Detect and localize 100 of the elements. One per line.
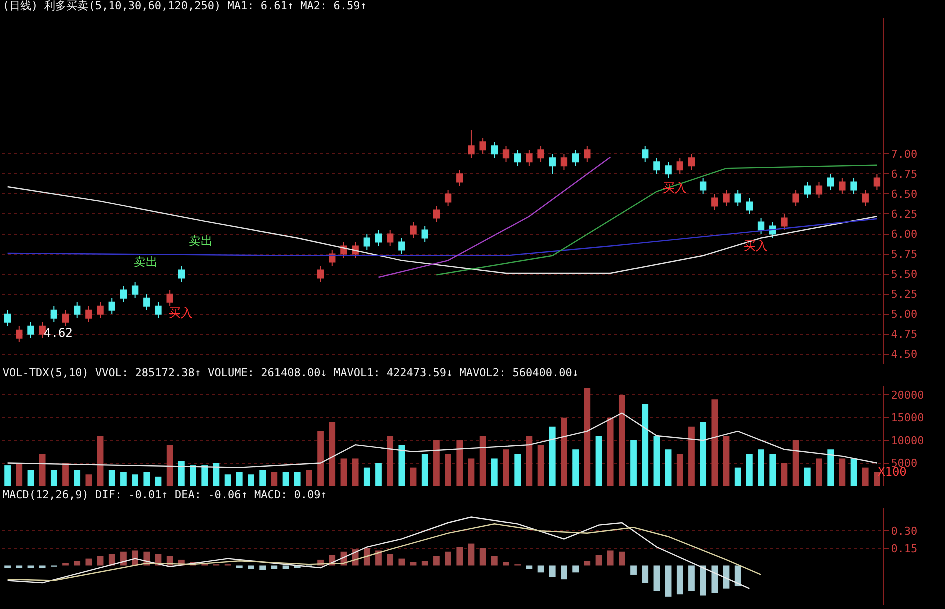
candlestick — [723, 190, 730, 207]
candlestick — [676, 158, 684, 175]
bar — [445, 454, 452, 486]
candlestick — [642, 146, 649, 163]
bar — [700, 422, 707, 486]
bar — [132, 474, 138, 486]
bar — [364, 468, 370, 486]
bar — [248, 474, 254, 486]
bar — [178, 461, 185, 486]
bar — [398, 558, 406, 566]
annotation: 卖出 — [189, 234, 213, 248]
chart-title: (日线) 利多买卖(5,10,30,60,120,250) MA1: 6.61↑ MA2: 6.59↑ — [2, 0, 367, 13]
bar — [422, 454, 428, 486]
bar — [596, 436, 602, 486]
candlestick — [444, 190, 452, 207]
bar — [28, 470, 34, 486]
y-tick-label: 15000 — [891, 412, 924, 425]
bar — [120, 552, 127, 566]
bar — [676, 566, 684, 595]
candlestick — [781, 214, 788, 231]
bar — [850, 458, 858, 486]
candlestick — [828, 174, 834, 191]
bar — [190, 466, 196, 486]
bar — [816, 458, 822, 486]
bar — [468, 544, 475, 566]
bar — [642, 566, 649, 584]
bar — [445, 552, 452, 566]
bar — [410, 468, 417, 486]
y-tick-label: 4.75 — [891, 328, 918, 342]
bar — [260, 566, 266, 570]
bar — [318, 431, 324, 486]
candlestick — [398, 238, 406, 255]
bar — [260, 470, 266, 486]
bar — [526, 436, 533, 486]
bar — [538, 445, 544, 486]
bar — [74, 470, 81, 486]
bar — [4, 566, 11, 568]
bar — [572, 566, 579, 573]
bar — [422, 561, 428, 566]
y-tick-label: 20000 — [891, 388, 924, 402]
bar — [781, 463, 788, 486]
y-tick-label: 6.25 — [891, 208, 918, 222]
bar — [39, 566, 46, 568]
bar — [468, 458, 475, 486]
bar — [746, 454, 753, 486]
candlestick — [4, 310, 12, 327]
bar — [654, 566, 660, 592]
bar — [572, 450, 579, 486]
bar — [584, 561, 591, 566]
bar — [618, 552, 626, 566]
bar — [503, 450, 510, 486]
chart-title: MACD(12,26,9) DIF: -0.01↑ DEA: -0.06↑ MACD: 0.09↑ — [2, 488, 328, 502]
bar — [62, 463, 69, 486]
bar — [596, 555, 602, 566]
candlestick — [700, 178, 707, 195]
bar — [50, 470, 58, 486]
candlestick — [62, 310, 70, 327]
candlestick — [387, 230, 394, 247]
bar — [480, 548, 486, 566]
candlestick — [132, 282, 139, 299]
candlestick — [758, 218, 765, 235]
candlestick — [97, 302, 104, 319]
bar — [352, 458, 359, 486]
bar — [4, 466, 11, 486]
bar — [630, 566, 637, 575]
y-tick-label: 5.50 — [891, 268, 918, 282]
y-tick-label: 6.50 — [891, 188, 918, 202]
bar — [329, 422, 336, 486]
bar — [376, 550, 382, 566]
bar — [862, 468, 869, 486]
bar — [676, 454, 684, 486]
bar — [271, 566, 278, 570]
candlestick — [746, 198, 754, 215]
bar — [839, 458, 846, 486]
y-tick-label: 5.00 — [891, 308, 918, 322]
bar — [630, 440, 637, 486]
candlestick — [792, 190, 800, 207]
candlestick — [480, 138, 486, 155]
bar — [712, 566, 718, 594]
candlestick — [16, 326, 23, 343]
bar — [16, 566, 23, 568]
chart-title: VOL-TDX(5,10) VVOL: 285172.38↑ VOLUME: 261408.00↓ MAVOL1: 422473.59↓ MAVOL2: 560400.00↓ — [2, 366, 580, 380]
bar — [654, 436, 660, 486]
candlestick — [410, 222, 417, 239]
candlestick — [734, 190, 742, 207]
candlestick — [874, 174, 881, 191]
candlestick — [433, 206, 440, 223]
bar — [155, 476, 162, 486]
candlestick — [364, 234, 370, 251]
bar — [584, 388, 591, 486]
line-series — [436, 164, 878, 276]
bar — [688, 566, 695, 592]
y-tick-label: 7.00 — [891, 148, 918, 162]
candlestick — [549, 154, 556, 175]
y-tick-label: 5.75 — [891, 248, 918, 262]
line-series — [7, 516, 750, 590]
bar — [387, 554, 394, 566]
candlestick — [468, 130, 475, 159]
bar — [549, 426, 556, 486]
bar — [108, 470, 116, 486]
